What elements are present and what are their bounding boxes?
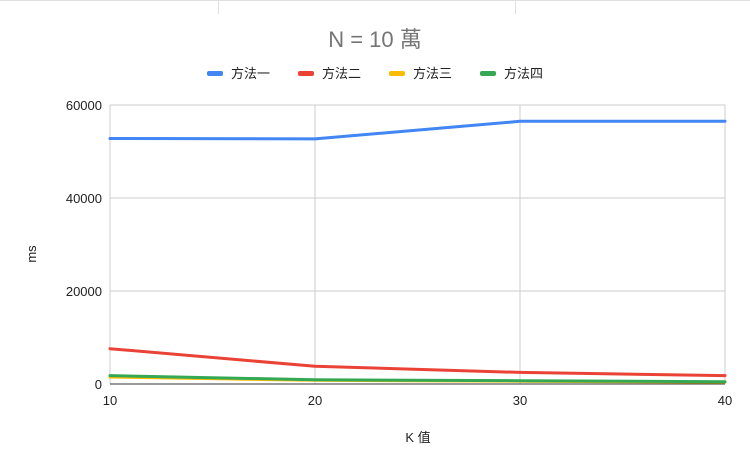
x-tick-label: 40 xyxy=(718,393,732,408)
y-tick-label: 60000 xyxy=(66,98,102,113)
chart-title: N = 10 萬 xyxy=(328,27,422,52)
series-lines xyxy=(108,119,727,384)
legend-label: 方法四 xyxy=(504,66,543,81)
y-tick-label: 40000 xyxy=(66,191,102,206)
top-separator xyxy=(218,0,219,14)
y-tick-label: 0 xyxy=(95,377,102,392)
x-tick-label: 30 xyxy=(513,393,527,408)
legend-label: 方法一 xyxy=(231,66,270,81)
tick-labels: 0 20000 40000 60000 10 20 30 40 xyxy=(66,98,732,408)
x-tick-label: 10 xyxy=(103,393,117,408)
series-line xyxy=(108,374,727,384)
x-axis-title: K 值 xyxy=(405,430,430,445)
top-separator xyxy=(515,0,516,14)
y-tick-label: 20000 xyxy=(66,284,102,299)
legend-swatch xyxy=(480,71,496,76)
legend-swatch xyxy=(298,71,314,76)
legend-swatch xyxy=(389,71,405,76)
gridlines xyxy=(109,104,726,384)
legend-item: 方法二 xyxy=(298,66,361,81)
top-border xyxy=(0,0,750,1)
legend: 方法一 方法二 方法三 方法四 xyxy=(207,66,543,81)
y-axis-title: ms xyxy=(24,245,39,263)
legend-label: 方法三 xyxy=(413,66,452,81)
x-tick-label: 20 xyxy=(308,393,322,408)
legend-item: 方法一 xyxy=(207,66,270,81)
legend-swatch xyxy=(207,71,223,76)
legend-item: 方法四 xyxy=(480,66,543,81)
legend-label: 方法二 xyxy=(322,66,361,81)
legend-item: 方法三 xyxy=(389,66,452,81)
series-line xyxy=(108,119,727,141)
series-line xyxy=(108,347,727,378)
